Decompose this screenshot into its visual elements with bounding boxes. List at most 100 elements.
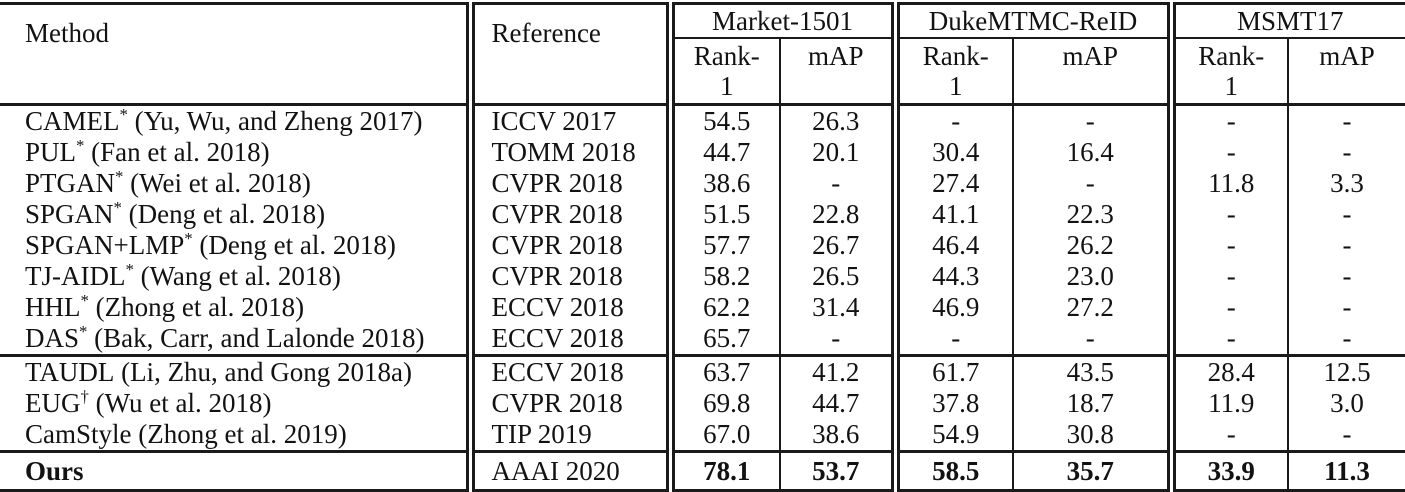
reference-cell: TOMM 2018 <box>465 137 670 168</box>
value-cell-msmt-map: - <box>1287 230 1405 261</box>
method-citation: (Wu et al. 2018) <box>88 388 272 418</box>
reference-cell: TIP 2019 <box>465 419 670 452</box>
value-cell-market-map: 20.1 <box>779 137 895 168</box>
table-row: SPGAN* (Deng et al. 2018) CVPR 2018 51.5… <box>0 199 1405 230</box>
method-name: PUL <box>25 137 77 167</box>
value-cell-market-rank1: 69.8 <box>665 388 780 419</box>
value-cell-duke-rank1: 44.3 <box>890 261 1013 292</box>
value-cell-duke-map: - <box>1011 168 1172 199</box>
table-header: Method Reference Market-1501 DukeMTMC-Re… <box>0 3 1405 105</box>
value-cell-market-map: 22.8 <box>779 199 895 230</box>
column-group-dukemtmc-reid: DukeMTMC-ReID <box>890 3 1172 39</box>
column-header-market-map: mAP <box>779 38 895 105</box>
value-cell-msmt-rank1: - <box>1166 419 1289 452</box>
method-citation: (Li, Zhu, and Gong 2018a) <box>114 357 413 387</box>
column-header-msmt-map: mAP <box>1287 38 1405 105</box>
table-body: CAMEL* (Yu, Wu, and Zheng 2017) ICCV 201… <box>0 104 1405 491</box>
table-row: CAMEL* (Yu, Wu, and Zheng 2017) ICCV 201… <box>0 104 1405 138</box>
value-cell-duke-rank1: 46.4 <box>890 230 1013 261</box>
reference-cell: ICCV 2017 <box>465 104 670 137</box>
value-cell-msmt-rank1: - <box>1166 230 1289 261</box>
value-cell-msmt-map: - <box>1287 137 1405 168</box>
reference-cell: ECCV 2018 <box>465 355 670 388</box>
method-citation: (Bak, Carr, and Lalonde 2018) <box>87 323 425 353</box>
table-row: PUL* (Fan et al. 2018) TOMM 2018 44.7 20… <box>0 137 1405 168</box>
method-cell: DAS* (Bak, Carr, and Lalonde 2018) <box>0 323 470 356</box>
value-cell-market-rank1: 62.2 <box>665 292 780 323</box>
reference-cell: CVPR 2018 <box>465 388 670 419</box>
value-cell-msmt-map: - <box>1287 292 1405 323</box>
column-header-method: Method <box>25 18 109 48</box>
method-marker: * <box>119 105 128 124</box>
value-cell-duke-rank1: - <box>890 104 1013 137</box>
value-cell-msmt-rank1: - <box>1166 261 1289 292</box>
value-cell-duke-rank1: 41.1 <box>890 199 1013 230</box>
value-cell-duke-rank1: 37.8 <box>890 388 1013 419</box>
value-cell-msmt-map: - <box>1287 419 1405 452</box>
method-citation: (Zhong et al. 2018) <box>88 292 305 322</box>
method-citation: (Deng et al. 2018) <box>192 230 396 260</box>
value-cell-market-rank1: 54.5 <box>665 104 780 137</box>
value-cell-msmt-map: - <box>1287 323 1405 356</box>
value-cell-msmt-rank1: - <box>1166 199 1289 230</box>
value-cell-duke-rank1: 61.7 <box>890 355 1013 388</box>
value-cell-msmt-map: 3.0 <box>1287 388 1405 419</box>
value-cell-duke-rank1: 30.4 <box>890 137 1013 168</box>
value-cell-duke-rank1: 54.9 <box>890 419 1013 452</box>
value-cell-msmt-rank1: - <box>1166 137 1289 168</box>
column-header-duke-rank1: Rank- 1 <box>890 38 1013 105</box>
column-header-duke-map: mAP <box>1011 38 1172 105</box>
value-cell-duke-map: 30.8 <box>1011 419 1172 452</box>
method-marker: * <box>115 168 124 186</box>
reference-cell: CVPR 2018 <box>465 230 670 261</box>
method-cell: EUG† (Wu et al. 2018) <box>0 388 470 419</box>
method-cell: SPGAN+LMP* (Deng et al. 2018) <box>0 230 470 261</box>
method-citation: (Zhong et al. 2019) <box>131 419 347 449</box>
value-cell-market-rank1: 67.0 <box>665 419 780 452</box>
value-cell-duke-map: - <box>1011 104 1172 137</box>
value-cell-duke-map: 23.0 <box>1011 261 1172 292</box>
method-name: CAMEL <box>25 106 120 136</box>
header-row-metrics: Rank- 1 mAP Rank- 1 mAP Rank- 1 mAP <box>0 38 1405 105</box>
method-cell: TJ-AIDL* (Wang et al. 2018) <box>0 261 470 292</box>
value-cell-msmt-rank1: 11.8 <box>1166 168 1289 199</box>
header-row-groups: Method Reference Market-1501 DukeMTMC-Re… <box>0 3 1405 105</box>
method-name: Ours <box>25 455 84 486</box>
column-header-msmt-rank1: Rank- 1 <box>1166 38 1289 105</box>
method-cell: CAMEL* (Yu, Wu, and Zheng 2017) <box>0 105 470 138</box>
method-cell: CamStyle (Zhong et al. 2019) <box>0 419 470 452</box>
value-cell-market-map: 38.6 <box>779 419 895 452</box>
value-cell-market-rank1: 44.7 <box>665 137 780 168</box>
column-group-market1501: Market-1501 <box>665 3 895 39</box>
method-cell: SPGAN* (Deng et al. 2018) <box>0 199 470 230</box>
method-cell: Ours <box>0 452 470 491</box>
value-cell-market-map: 26.7 <box>779 230 895 261</box>
method-marker: † <box>80 388 89 406</box>
method-cell: PTGAN* (Wei et al. 2018) <box>0 168 470 199</box>
value-cell-market-map: - <box>779 168 895 199</box>
table-row: TJ-AIDL* (Wang et al. 2018) CVPR 2018 58… <box>0 261 1405 292</box>
reference-cell: ECCV 2018 <box>465 292 670 323</box>
value-cell-duke-map: 43.5 <box>1011 355 1172 388</box>
value-cell-duke-map: 22.3 <box>1011 199 1172 230</box>
column-group-msmt17: MSMT17 <box>1166 3 1405 39</box>
value-cell-duke-rank1: - <box>890 323 1013 356</box>
value-cell-duke-map: 18.7 <box>1011 388 1172 419</box>
value-cell-msmt-map: - <box>1287 104 1405 137</box>
value-cell-msmt-rank1: 11.9 <box>1166 388 1289 419</box>
value-cell-msmt-map: - <box>1287 199 1405 230</box>
table-row: TAUDL (Li, Zhu, and Gong 2018a) ECCV 201… <box>0 355 1405 388</box>
method-citation: (Wang et al. 2018) <box>133 261 341 291</box>
table-row: PTGAN* (Wei et al. 2018) CVPR 2018 38.6 … <box>0 168 1405 199</box>
value-cell-market-map: 26.5 <box>779 261 895 292</box>
value-cell-market-map: - <box>779 323 895 356</box>
table-row: Ours AAAI 2020 78.1 53.7 58.5 35.7 33.9 … <box>0 451 1405 491</box>
method-name: EUG <box>25 388 81 418</box>
value-cell-market-rank1: 78.1 <box>665 451 780 491</box>
reference-cell: CVPR 2018 <box>465 199 670 230</box>
method-name: TJ-AIDL <box>25 261 126 291</box>
value-cell-msmt-rank1: - <box>1166 104 1289 137</box>
value-cell-market-rank1: 57.7 <box>665 230 780 261</box>
